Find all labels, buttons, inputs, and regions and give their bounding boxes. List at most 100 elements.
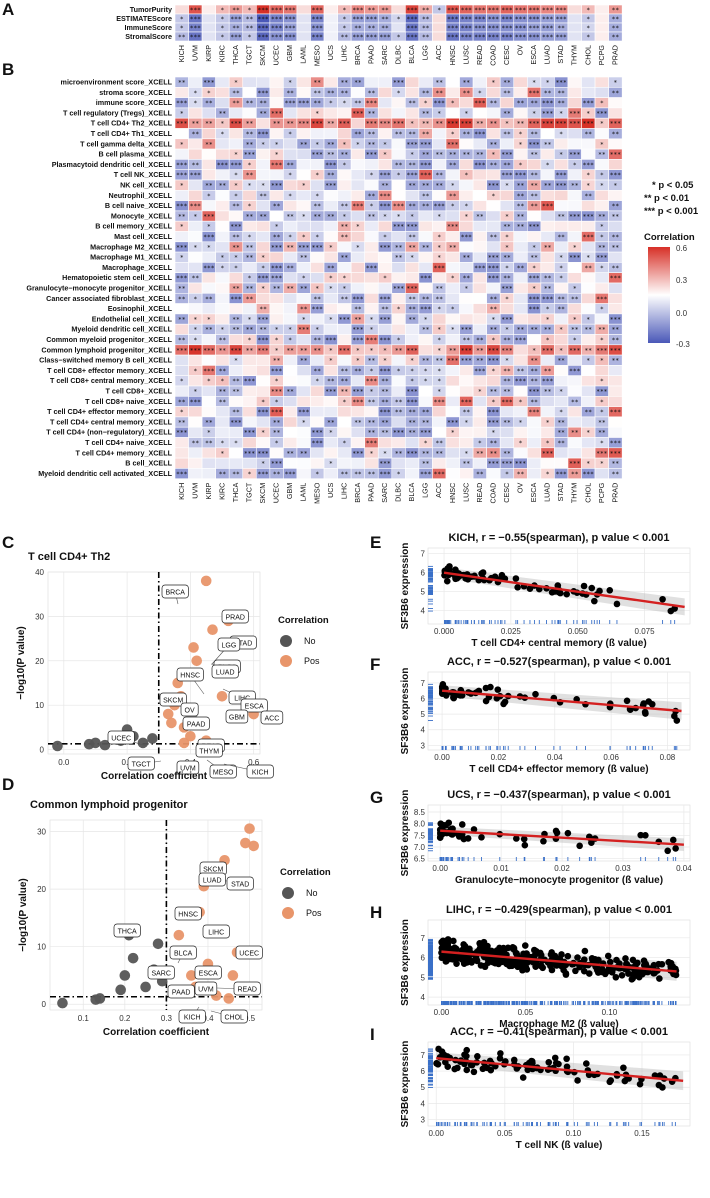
heatmap-b-star: ** [273,419,281,426]
plot-title: ACC, r = −0.527(spearman), p value < 0.0… [447,656,671,668]
heatmap-b-star: * [193,100,197,107]
data-point [620,1064,627,1072]
heatmap-b-star: * [302,234,306,241]
heatmap-b-star: ** [408,316,416,323]
heatmap-b-star: * [573,316,577,323]
heatmap-b-cell [215,241,230,253]
x-tick-label: 0.00 [434,753,450,762]
data-point [540,837,547,845]
data-point [452,691,459,699]
heatmap-b-star: ** [232,389,240,396]
heatmap-b-star: *** [596,389,607,396]
heatmap-b-star: *** [379,203,390,210]
heatmap-b-star: * [180,409,184,416]
heatmap-b-star: ** [503,368,511,375]
heatmap-b-star: *** [379,172,390,179]
cancer-label: ESCA [245,704,264,711]
heatmap-b-cell [445,406,460,418]
heatmap-b-star: ** [408,203,416,210]
heatmap-b-cell [554,282,569,294]
heatmap-b-star: * [600,172,604,179]
heatmap-a-col-label: CHOL [583,45,592,65]
heatmap-b-star: ** [314,368,322,375]
heatmap-b-star: *** [325,389,336,396]
data-point [664,847,672,855]
heatmap-b-col-label: READ [475,483,484,503]
heatmap-b-star: *** [542,378,553,385]
heatmap-b-star: ** [503,389,511,396]
heatmap-b-star: * [275,337,279,344]
heatmap-b-star: *** [569,152,580,159]
heatmap-b-cell [526,416,542,428]
heatmap-b-cell [269,313,284,325]
heatmap-b-star: * [343,100,347,107]
heatmap-b-star: *** [515,461,526,468]
heatmap-b-star: *** [407,286,418,293]
x-tick-label: 0.01 [493,864,509,873]
data-point [613,600,621,608]
heatmap-b-cell [472,406,487,418]
heatmap-b-star: ** [300,450,308,457]
heatmap-a-star: ** [341,34,349,41]
heatmap-b-star: ** [530,255,538,262]
heatmap-b-star: * [451,306,455,313]
x-tick-label: 0.03 [615,864,631,873]
x-tick-label: 0.05 [497,1129,513,1138]
sig-legend-1: * p < 0.05 [652,180,694,191]
heatmap-b-star: * [410,213,414,220]
heatmap-b-cell [486,107,501,119]
heatmap-b-cell [188,190,203,201]
data-point [456,954,463,962]
cancer-label-box [217,637,241,652]
heatmap-a-star: ** [612,25,620,32]
heatmap-b-star: ** [354,306,362,313]
heatmap-b-star: ** [246,172,254,179]
data-point [595,956,602,964]
heatmap-b-cell [567,231,582,243]
heatmap-b-cell [432,313,447,325]
heatmap-b-cell [323,365,338,376]
heatmap-b-cell [201,200,216,212]
heatmap-b-star: ** [517,100,525,107]
heatmap-b-star: * [261,141,265,148]
heatmap-b-star: * [614,183,618,190]
heatmap-b-cell [188,354,203,366]
heatmap-a-star: *** [352,34,363,41]
heatmap-b-cell [513,107,528,119]
data-point [526,585,534,592]
heatmap-a-star: *** [312,34,323,41]
heatmap-b-cell [594,365,609,376]
heatmap-b-cell [459,375,474,387]
heatmap-b-cell [391,354,406,366]
heatmap-b-cell [350,406,365,418]
heatmap-b-cell [255,200,271,212]
heatmap-b-star: * [559,327,563,334]
panel-letter-g: G [370,788,383,807]
heatmap-b-cell [472,426,487,438]
heatmap-b-star: *** [610,316,621,323]
heatmap-b-star: ** [259,306,267,313]
heatmap-a-cell [391,4,406,15]
heatmap-b-cell [472,220,487,232]
heatmap-b-cell [283,375,298,387]
heatmap-a-star: ** [381,16,389,23]
heatmap-a-star: * [343,25,347,32]
heatmap-a-star: * [221,25,225,32]
heatmap-b-star: * [288,80,292,87]
heatmap-b-cell [323,200,338,212]
heatmap-b-cell [296,262,311,273]
heatmap-b-cell [228,395,244,407]
heatmap-b-star: *** [366,265,377,272]
heatmap-b-star: *** [203,347,214,354]
y-tick-label: 20 [35,657,44,666]
heatmap-b-star: * [492,368,496,375]
heatmap-b-cell [472,303,487,315]
heatmap-b-cell [296,365,311,376]
heatmap-b-star: * [397,337,401,344]
heatmap-b-star: * [451,275,455,282]
heatmap-b-star: ** [395,399,403,406]
heatmap-b-cell [215,200,230,212]
heatmap-a-star: *** [515,7,526,14]
heatmap-b-cell [391,231,406,243]
heatmap-b-cell [323,107,338,119]
